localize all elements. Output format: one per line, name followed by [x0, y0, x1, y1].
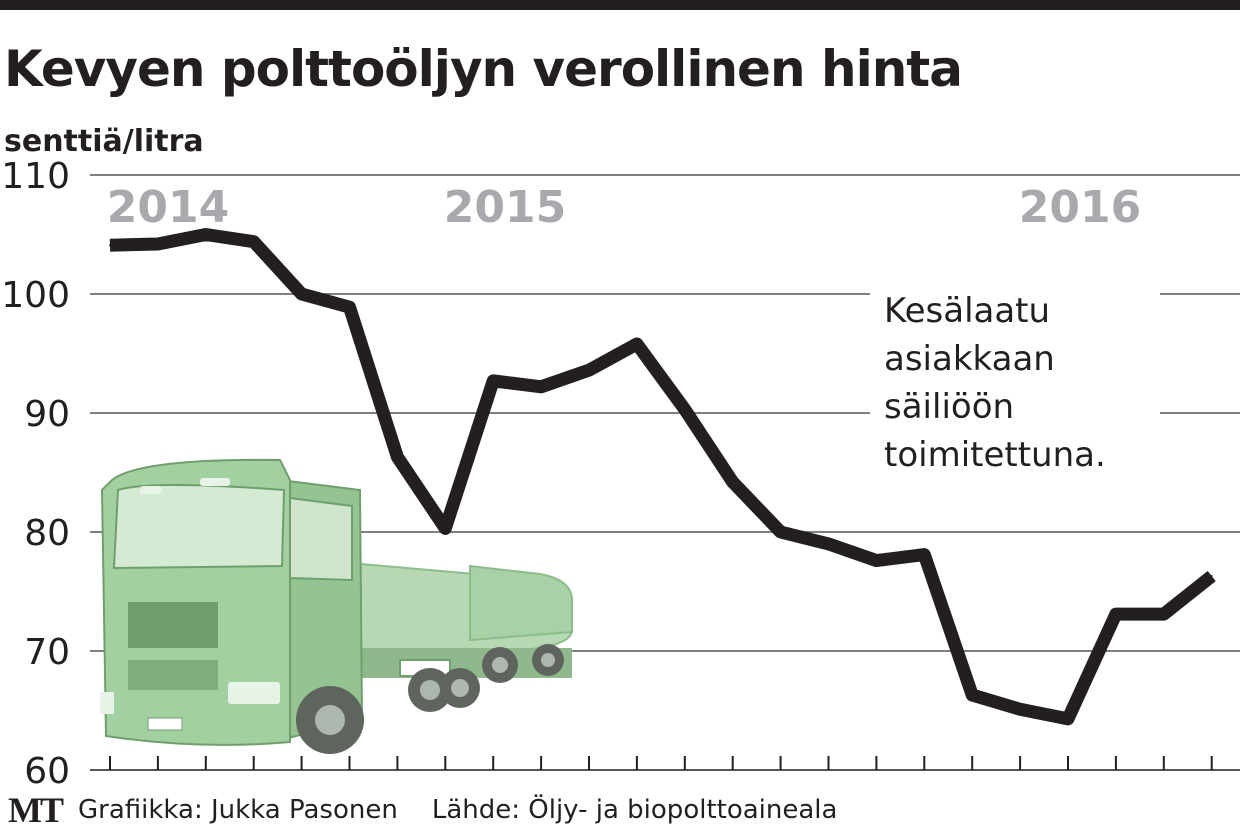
- data-point: [1019, 708, 1022, 711]
- data-point: [444, 527, 447, 530]
- annotation-line: asiakkaan: [884, 339, 1055, 379]
- data-point: [683, 408, 686, 411]
- y-axis-ticks: 60 70 80 90 100 110: [1, 160, 70, 784]
- data-point: [300, 293, 303, 295]
- annotation-line: Kesälaatu: [884, 291, 1050, 331]
- truck-illustration: [100, 458, 573, 754]
- x-axis-ticks: [90, 756, 1240, 771]
- data-point: [540, 385, 543, 388]
- data-point: [731, 481, 734, 484]
- annotation-background: [870, 286, 1160, 476]
- y-tick-label: 100: [1, 275, 70, 316]
- data-point: [875, 559, 878, 562]
- year-label: 2016: [1019, 182, 1141, 233]
- y-tick-label: 60: [24, 751, 70, 784]
- chart-title: Kevyen polttoöljyn verollinen hinta: [4, 40, 963, 98]
- data-point: [588, 369, 590, 372]
- data-point: [827, 542, 830, 545]
- data-point: [348, 306, 351, 309]
- data-point: [109, 244, 111, 247]
- publisher-logo: MT: [8, 790, 64, 830]
- data-point: [1210, 575, 1213, 578]
- data-points: [109, 233, 1213, 720]
- data-source: Lähde: Öljy- ja biopolttoaineala: [431, 795, 838, 825]
- data-point: [1162, 613, 1165, 616]
- year-labels: 2014 2015 2016: [107, 182, 1141, 233]
- data-point: [204, 233, 207, 236]
- data-point: [635, 342, 638, 345]
- annotation-line: säiliöön: [884, 387, 1014, 427]
- year-label: 2014: [107, 182, 229, 233]
- annotation-line: toimitettuna.: [884, 435, 1106, 475]
- series-line: [109, 228, 1216, 726]
- y-tick-label: 80: [24, 513, 70, 554]
- data-point: [156, 243, 159, 246]
- y-tick-label: 90: [24, 394, 70, 435]
- y-tick-label: 70: [24, 632, 70, 673]
- data-point: [779, 531, 782, 533]
- data-point: [1114, 613, 1117, 616]
- data-point: [923, 553, 926, 556]
- data-point: [971, 694, 974, 697]
- graphics-credit: Grafiikka: Jukka Pasonen: [78, 795, 398, 825]
- data-point: [396, 456, 399, 459]
- y-axis-unit-label: senttiä/litra: [4, 124, 204, 159]
- footer: MT Grafiikka: Jukka Pasonen Lähde: Öljy-…: [8, 790, 837, 830]
- data-point: [252, 240, 255, 243]
- top-rule: [0, 0, 1240, 10]
- data-point: [492, 379, 495, 382]
- year-label: 2015: [444, 182, 566, 233]
- data-point: [1067, 717, 1069, 720]
- annotation: Kesälaatu asiakkaan säiliöön toimitettuna.: [870, 286, 1160, 476]
- y-tick-label: 110: [1, 160, 70, 197]
